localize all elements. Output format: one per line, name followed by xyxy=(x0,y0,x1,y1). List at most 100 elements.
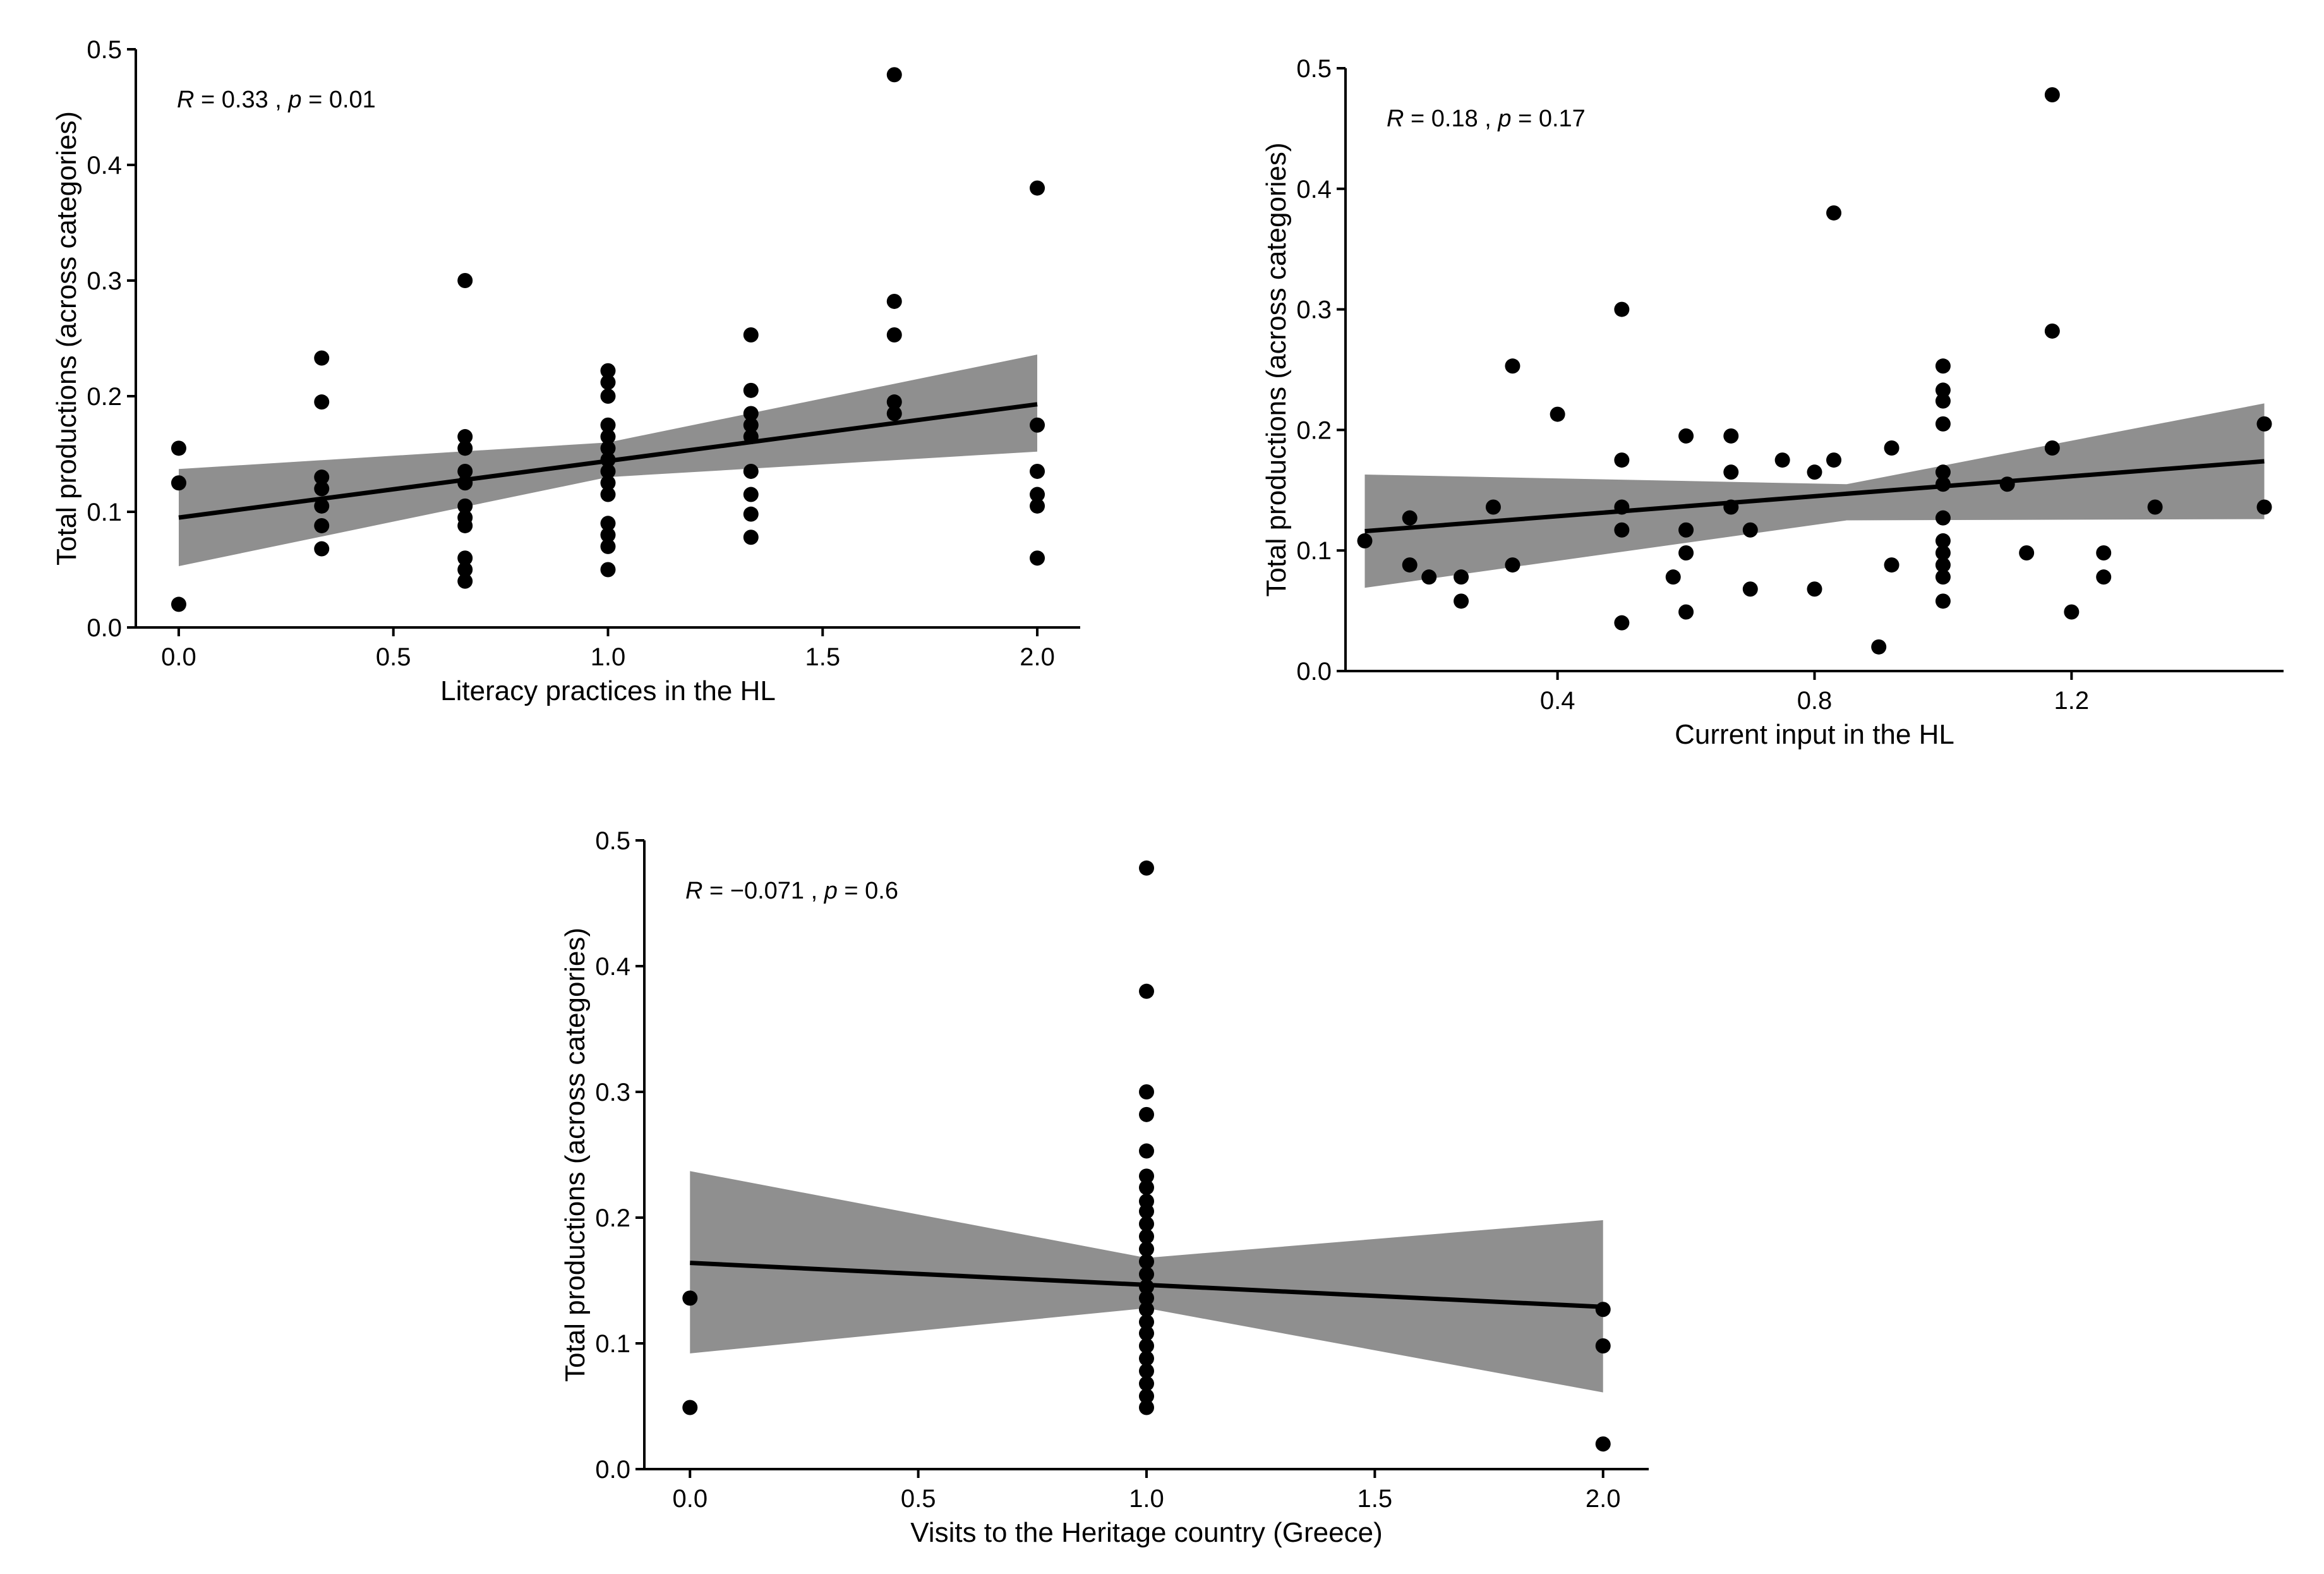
data-point xyxy=(1884,557,1900,573)
data-point xyxy=(600,363,616,378)
data-point xyxy=(1935,533,1951,548)
data-point xyxy=(1139,1400,1154,1415)
data-point xyxy=(743,429,759,445)
x-tick-label: 0.8 xyxy=(1797,687,1833,715)
data-point xyxy=(1614,301,1630,317)
x-tick-label: 1.5 xyxy=(1358,1485,1393,1513)
data-point xyxy=(457,573,473,589)
data-point xyxy=(1030,463,1045,479)
x-tick-label: 0.5 xyxy=(901,1485,936,1513)
data-point xyxy=(2096,545,2112,561)
data-point xyxy=(1139,983,1154,999)
correlation-annotation: R = 0.33 , p = 0.01 xyxy=(177,87,376,113)
data-point xyxy=(743,327,759,343)
data-point xyxy=(1030,498,1045,514)
data-point xyxy=(600,429,616,445)
regression-line xyxy=(1364,459,2265,534)
data-point xyxy=(1935,358,1951,374)
data-point xyxy=(1139,1290,1154,1306)
data-point xyxy=(1678,428,1694,444)
annotation-p-symbol: p xyxy=(287,87,301,113)
data-point xyxy=(457,429,473,445)
data-point xyxy=(1595,1338,1611,1353)
data-point xyxy=(1935,416,1951,432)
data-point xyxy=(457,498,473,514)
x-tick-label: 0.0 xyxy=(672,1485,707,1513)
correlation-annotation: R = −0.071 , p = 0.6 xyxy=(685,878,898,904)
data-point xyxy=(1935,510,1951,526)
y-tick-label: 0.4 xyxy=(595,953,630,981)
data-point xyxy=(2256,499,2272,515)
data-point xyxy=(1139,1143,1154,1159)
data-point xyxy=(1030,180,1045,196)
y-tick-label: 0.4 xyxy=(87,152,122,179)
data-point xyxy=(1139,1204,1154,1220)
data-point xyxy=(1826,452,1842,468)
data-point xyxy=(1357,533,1373,548)
data-point xyxy=(1614,499,1630,515)
data-point xyxy=(743,406,759,421)
data-point xyxy=(1665,569,1681,585)
data-point xyxy=(2044,323,2060,339)
x-tick-label: 1.0 xyxy=(591,643,626,671)
data-point xyxy=(600,487,616,502)
y-tick-label: 0.1 xyxy=(1296,537,1332,565)
x-tick-label: 0.5 xyxy=(376,643,411,671)
data-point xyxy=(1139,1216,1154,1232)
data-point xyxy=(1139,1350,1154,1366)
data-point xyxy=(600,562,616,578)
data-point xyxy=(1139,1168,1154,1184)
y-tick-label: 0.3 xyxy=(87,267,122,295)
data-point xyxy=(600,417,616,433)
y-tick-label: 0.2 xyxy=(595,1204,630,1232)
data-point xyxy=(743,382,759,398)
data-point xyxy=(1402,557,1418,573)
data-point xyxy=(1614,452,1630,468)
y-tick-label: 0.2 xyxy=(1296,416,1332,444)
data-point xyxy=(1030,417,1045,433)
x-axis-title: Literacy practices in the HL xyxy=(440,675,776,706)
data-point xyxy=(457,518,473,533)
y-tick-label: 0.5 xyxy=(1296,55,1332,83)
data-point xyxy=(1139,1314,1154,1330)
data-point xyxy=(1550,406,1565,422)
data-point xyxy=(1871,639,1887,655)
chart-panel-3: 0.0 0.1 0.2 0.3 0.4 0.5 0.0 0.5 1.0 1.5 2.0 Visits … xyxy=(560,827,1649,1548)
data-point xyxy=(1139,1084,1154,1099)
data-point xyxy=(314,350,330,366)
data-point xyxy=(1935,569,1951,585)
y-tick-label: 0.0 xyxy=(1296,658,1332,686)
annotation-R-symbol: R xyxy=(1387,106,1404,132)
data-point xyxy=(457,550,473,566)
data-point xyxy=(1030,550,1045,566)
data-point xyxy=(743,417,759,433)
data-point xyxy=(2256,416,2272,432)
data-point xyxy=(314,394,330,410)
data-point xyxy=(600,440,616,456)
y-tick-label: 0.4 xyxy=(1296,176,1332,203)
data-point xyxy=(682,1400,698,1415)
data-point xyxy=(1826,205,1842,221)
data-point xyxy=(1935,476,1951,492)
data-point xyxy=(1614,615,1630,631)
data-point xyxy=(1139,1180,1154,1196)
data-point xyxy=(1421,569,1437,585)
data-point xyxy=(1595,1436,1611,1452)
data-point xyxy=(600,375,616,390)
data-point xyxy=(1505,358,1520,374)
data-point xyxy=(314,541,330,557)
data-point xyxy=(1678,545,1694,561)
annotation-p-symbol: p xyxy=(824,878,838,904)
data-point xyxy=(1723,428,1739,444)
data-point xyxy=(1139,1326,1154,1341)
data-point xyxy=(600,516,616,531)
y-axis-title: Total productions (across categories) xyxy=(1261,143,1292,597)
data-point xyxy=(2044,87,2060,102)
annotation-p-value: = 0.6 xyxy=(838,878,898,904)
x-tick-label: 0.0 xyxy=(161,643,196,671)
data-point xyxy=(1485,499,1501,515)
data-point xyxy=(1935,382,1951,398)
data-point xyxy=(171,475,186,491)
data-point xyxy=(2096,569,2112,585)
annotation-p-value: = 0.17 xyxy=(1512,106,1586,132)
